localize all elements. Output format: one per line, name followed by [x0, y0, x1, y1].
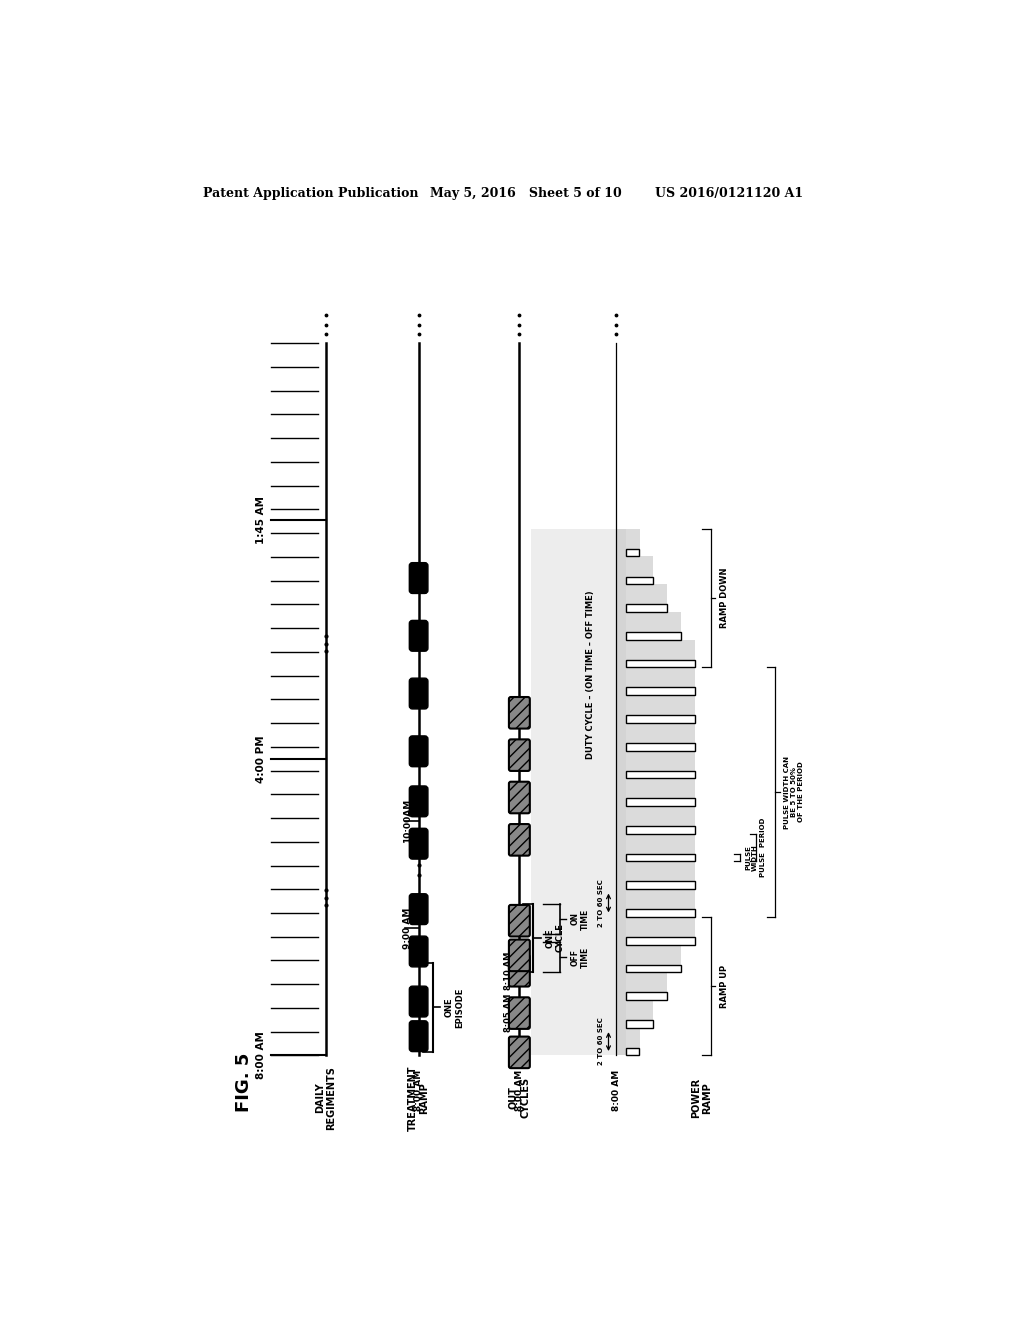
FancyBboxPatch shape [410, 737, 428, 767]
Text: TREATMENT
RAMP: TREATMENT RAMP [408, 1065, 429, 1130]
FancyBboxPatch shape [509, 824, 529, 855]
Bar [626, 549, 640, 557]
Text: RAMP DOWN: RAMP DOWN [720, 568, 729, 628]
FancyBboxPatch shape [509, 781, 529, 813]
Text: 8:00 AM: 8:00 AM [611, 1069, 621, 1110]
Text: DUTY CYCLE – (ON TIME – OFF TIME): DUTY CYCLE – (ON TIME – OFF TIME) [586, 590, 595, 759]
Text: Patent Application Publication: Patent Application Publication [203, 186, 419, 199]
Bar [626, 660, 695, 668]
Text: 8:10 AM: 8:10 AM [504, 952, 513, 990]
Text: ONE
EPISODE: ONE EPISODE [445, 987, 464, 1027]
Text: 8:00 AM: 8:00 AM [256, 1031, 266, 1080]
FancyBboxPatch shape [410, 620, 428, 651]
Text: 1:45 AM: 1:45 AM [256, 496, 266, 544]
Text: May 5, 2016   Sheet 5 of 10: May 5, 2016 Sheet 5 of 10 [430, 186, 622, 199]
Polygon shape [531, 529, 626, 1056]
FancyBboxPatch shape [509, 697, 529, 729]
Bar [626, 605, 668, 612]
Text: US 2016/0121120 A1: US 2016/0121120 A1 [655, 186, 803, 199]
Text: 8:00 AM: 8:00 AM [414, 1069, 423, 1110]
Bar [626, 1048, 640, 1056]
FancyBboxPatch shape [509, 940, 529, 972]
FancyBboxPatch shape [410, 562, 428, 594]
Bar [626, 965, 681, 973]
Text: PULSE  PERIOD: PULSE PERIOD [761, 818, 766, 878]
Text: 8:00 AM: 8:00 AM [515, 1069, 524, 1110]
Text: POWER
RAMP: POWER RAMP [691, 1077, 713, 1118]
Polygon shape [616, 529, 695, 1056]
Text: OFF
TIME: OFF TIME [570, 946, 590, 968]
Text: 2 TO 60 SEC: 2 TO 60 SEC [598, 1018, 604, 1065]
Bar [626, 771, 695, 779]
FancyBboxPatch shape [410, 894, 428, 924]
FancyBboxPatch shape [410, 986, 428, 1016]
FancyBboxPatch shape [410, 1020, 428, 1052]
Text: ONE
CYCLE: ONE CYCLE [546, 924, 565, 953]
Bar [626, 882, 695, 890]
Bar [626, 688, 695, 696]
FancyBboxPatch shape [410, 785, 428, 817]
Text: ON
TIME: ON TIME [570, 908, 590, 929]
Bar [626, 937, 695, 945]
FancyBboxPatch shape [509, 954, 529, 986]
FancyBboxPatch shape [410, 678, 428, 709]
FancyBboxPatch shape [410, 936, 428, 966]
FancyBboxPatch shape [509, 998, 529, 1028]
FancyBboxPatch shape [410, 829, 428, 859]
Text: PULSE WIDTH CAN
BE 5 TO 50%
OF THE PERIOD: PULSE WIDTH CAN BE 5 TO 50% OF THE PERIO… [784, 755, 805, 829]
Text: OUT
CYCLES: OUT CYCLES [509, 1077, 530, 1118]
Bar [626, 632, 681, 640]
Bar [626, 577, 653, 585]
Text: 8:05 AM: 8:05 AM [504, 994, 513, 1032]
Bar [626, 993, 668, 1001]
Bar [626, 909, 695, 917]
Bar [626, 854, 695, 862]
Text: 9:00 AM: 9:00 AM [403, 908, 413, 949]
Text: DAILY
REGIMENTS: DAILY REGIMENTS [314, 1065, 337, 1130]
Text: 2 TO 60 SEC: 2 TO 60 SEC [598, 879, 604, 927]
Text: RAMP UP: RAMP UP [720, 965, 729, 1007]
Bar [626, 743, 695, 751]
Bar [626, 799, 695, 807]
Text: 10:00AM: 10:00AM [403, 799, 413, 842]
FancyBboxPatch shape [509, 1036, 529, 1068]
Text: FIG. 5: FIG. 5 [236, 1053, 253, 1111]
Text: PULSE
WIDTH: PULSE WIDTH [744, 845, 758, 871]
FancyBboxPatch shape [509, 906, 529, 936]
FancyBboxPatch shape [509, 739, 529, 771]
Text: 4:00 PM: 4:00 PM [256, 735, 266, 783]
Bar [626, 715, 695, 723]
Bar [626, 826, 695, 834]
Bar [626, 1020, 653, 1028]
